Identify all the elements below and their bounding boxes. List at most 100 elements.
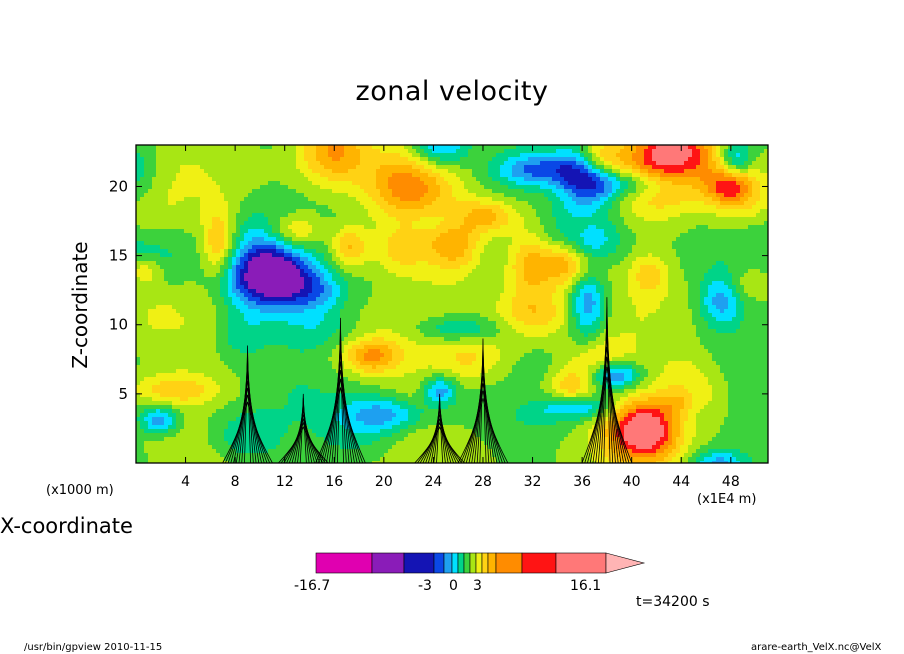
field-cell: [216, 205, 221, 210]
field-cell: [456, 145, 461, 150]
field-cell: [644, 173, 649, 178]
field-cell: [260, 229, 265, 234]
field-cell: [744, 221, 749, 226]
field-cell: [708, 221, 713, 226]
field-cell: [472, 169, 477, 174]
field-cell: [292, 233, 297, 238]
field-cell: [296, 233, 301, 238]
field-cell: [216, 165, 221, 170]
field-cell: [400, 169, 405, 174]
field-cell: [504, 261, 509, 266]
field-cell: [452, 177, 457, 182]
field-cell: [444, 197, 449, 202]
field-cell: [648, 161, 653, 166]
field-cell: [488, 189, 493, 194]
field-cell: [288, 229, 293, 234]
field-cell: [688, 177, 693, 182]
field-cell: [740, 257, 745, 262]
field-cell: [596, 229, 601, 234]
field-cell: [380, 193, 385, 198]
field-cell: [496, 257, 501, 262]
field-cell: [412, 245, 417, 250]
field-cell: [548, 221, 553, 226]
field-cell: [572, 265, 577, 270]
field-cell: [432, 245, 437, 250]
field-cell: [676, 213, 681, 218]
field-cell: [140, 165, 145, 170]
field-cell: [328, 205, 333, 210]
field-cell: [372, 269, 377, 274]
field-cell: [580, 197, 585, 202]
field-cell: [400, 261, 405, 266]
field-cell: [200, 261, 205, 266]
field-cell: [404, 189, 409, 194]
field-cell: [236, 209, 241, 214]
field-cell: [364, 161, 369, 166]
field-cell: [400, 173, 405, 178]
field-cell: [340, 253, 345, 258]
field-cell: [208, 185, 213, 190]
field-cell: [512, 153, 517, 158]
field-cell: [328, 213, 333, 218]
field-cell: [324, 157, 329, 162]
field-cell: [144, 245, 149, 250]
field-cell: [192, 217, 197, 222]
field-cell: [372, 241, 377, 246]
field-cell: [608, 261, 613, 266]
field-cell: [728, 237, 733, 242]
field-cell: [308, 265, 313, 270]
field-cell: [440, 257, 445, 262]
field-cell: [184, 197, 189, 202]
field-cell: [576, 181, 581, 186]
field-cell: [336, 249, 341, 254]
field-cell: [668, 241, 673, 246]
field-cell: [300, 165, 305, 170]
field-cell: [256, 245, 261, 250]
field-cell: [572, 245, 577, 250]
field-cell: [440, 217, 445, 222]
field-cell: [420, 269, 425, 274]
field-cell: [300, 257, 305, 262]
field-cell: [212, 257, 217, 262]
field-cell: [280, 153, 285, 158]
field-cell: [376, 181, 381, 186]
field-cell: [332, 217, 337, 222]
field-cell: [564, 201, 569, 206]
field-cell: [188, 177, 193, 182]
field-cell: [244, 189, 249, 194]
field-cell: [464, 161, 469, 166]
field-cell: [764, 181, 768, 186]
field-cell: [648, 229, 653, 234]
field-cell: [504, 149, 509, 154]
field-cell: [444, 213, 449, 218]
field-cell: [392, 245, 397, 250]
field-cell: [532, 225, 537, 230]
field-cell: [496, 229, 501, 234]
field-cell: [376, 189, 381, 194]
field-cell: [716, 261, 721, 266]
field-cell: [648, 221, 653, 226]
field-cell: [552, 181, 557, 186]
field-cell: [204, 241, 209, 246]
field-cell: [696, 153, 701, 158]
field-cell: [576, 233, 581, 238]
field-cell: [444, 157, 449, 162]
field-cell: [252, 209, 257, 214]
field-cell: [192, 149, 197, 154]
field-cell: [672, 149, 677, 154]
field-cell: [176, 217, 181, 222]
field-cell: [212, 221, 217, 226]
field-cell: [580, 165, 585, 170]
field-cell: [388, 145, 393, 150]
field-cell: [552, 257, 557, 262]
field-cell: [632, 209, 637, 214]
field-cell: [476, 249, 481, 254]
field-cell: [396, 237, 401, 242]
field-cell: [204, 161, 209, 166]
field-cell: [248, 245, 253, 250]
field-cell: [520, 205, 525, 210]
field-cell: [728, 249, 733, 254]
field-cell: [644, 221, 649, 226]
field-cell: [668, 153, 673, 158]
field-cell: [172, 145, 177, 150]
